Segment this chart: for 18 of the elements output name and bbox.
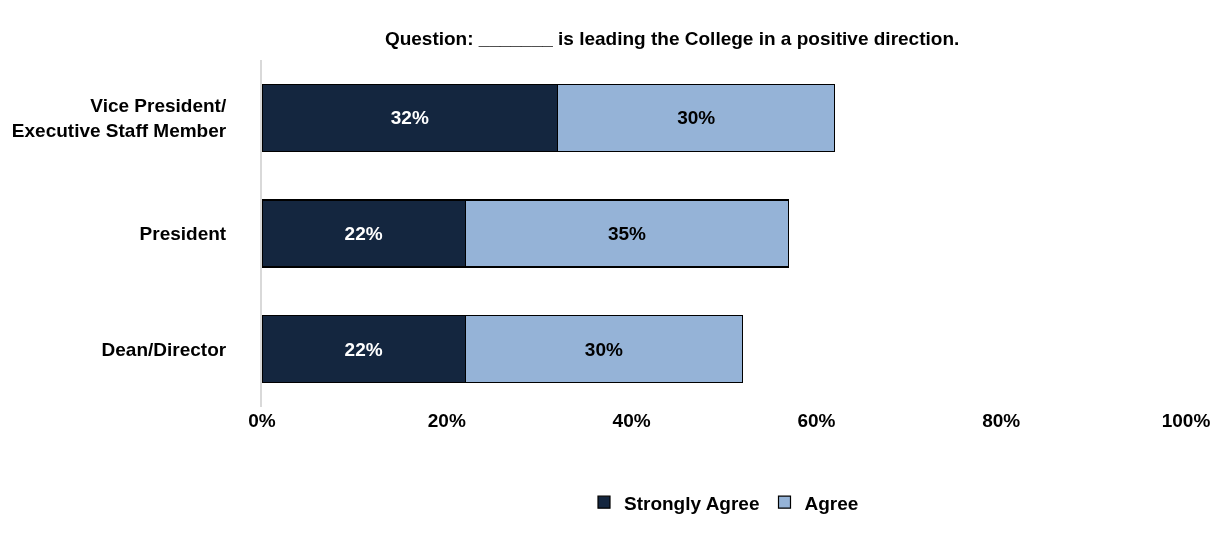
x-tick-label: 60% [797,410,836,431]
legend-label: Strongly Agree [624,492,760,514]
y-tick-label: President [139,223,227,245]
chart-title: Question: _______ is leading the College in a positive direction. [384,28,960,50]
y-tick-label: Vice President/ Executive Staff Member [11,95,227,141]
legend-label: Agree [804,492,859,514]
x-tick-label: 40% [612,410,651,431]
data-label: 22% [344,338,383,360]
x-tick-label: 100% [1161,410,1211,431]
x-tick-label: 0% [248,410,276,431]
data-label: 35% [607,223,647,244]
y-tick-label: Dean/Director [101,338,227,360]
data-label: 32% [390,107,429,129]
x-tick-label: 20% [427,410,466,431]
data-label: 30% [584,338,623,360]
x-tick-label: 80% [982,410,1021,431]
data-label: 30% [677,107,716,129]
data-label: 22% [344,223,383,244]
